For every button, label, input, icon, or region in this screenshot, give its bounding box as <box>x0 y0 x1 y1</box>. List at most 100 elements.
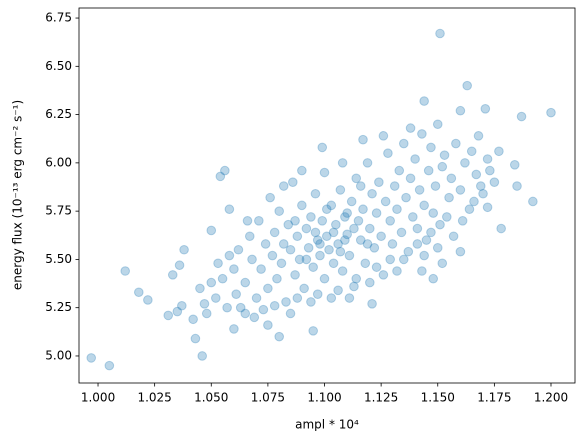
data-point <box>349 281 359 292</box>
data-point <box>317 142 328 153</box>
data-point <box>235 302 246 313</box>
data-point <box>269 227 280 238</box>
data-point <box>324 244 334 255</box>
data-point <box>423 165 434 176</box>
data-point <box>174 260 185 271</box>
data-point <box>482 154 493 164</box>
data-point <box>455 185 466 195</box>
data-point <box>396 227 407 238</box>
data-point <box>378 270 389 280</box>
x-tick-label: 1.075 <box>251 391 285 405</box>
data-point <box>417 129 427 139</box>
data-point <box>308 262 318 272</box>
data-point <box>86 353 97 363</box>
data-point <box>222 302 232 313</box>
data-point <box>464 204 475 215</box>
x-tick-label: 1.150 <box>421 391 455 405</box>
data-point <box>374 177 384 187</box>
data-point <box>351 273 362 284</box>
data-point <box>398 138 409 149</box>
data-point <box>451 138 461 149</box>
data-point <box>455 246 466 257</box>
data-point <box>398 254 409 265</box>
data-point <box>414 185 425 195</box>
data-point <box>333 285 343 296</box>
data-point <box>229 264 239 274</box>
data-point <box>290 270 300 280</box>
data-point <box>254 215 264 226</box>
data-point <box>244 231 255 242</box>
data-point <box>331 219 341 230</box>
data-point <box>326 200 337 211</box>
data-point <box>306 297 316 307</box>
data-point <box>337 266 348 276</box>
data-point <box>367 299 377 309</box>
data-point <box>328 227 339 238</box>
data-point <box>389 181 400 191</box>
data-point <box>167 270 178 280</box>
data-point <box>342 208 352 218</box>
data-point <box>383 148 393 159</box>
data-point <box>163 310 174 321</box>
data-point <box>432 119 443 130</box>
data-point <box>385 215 395 226</box>
data-point <box>430 181 441 191</box>
data-point <box>337 158 348 168</box>
data-point <box>199 299 210 309</box>
data-point <box>292 231 303 242</box>
data-point <box>392 204 402 215</box>
data-point <box>351 173 362 184</box>
data-point <box>489 177 500 187</box>
data-point <box>335 185 346 195</box>
data-point <box>201 308 212 319</box>
data-point <box>172 306 183 317</box>
data-point <box>437 258 448 269</box>
data-point <box>188 314 198 325</box>
data-point <box>251 293 262 303</box>
data-point <box>303 243 314 253</box>
y-tick-label: 5.25 <box>45 300 72 314</box>
axes-frame <box>78 7 576 384</box>
data-point <box>365 223 375 234</box>
data-point <box>321 204 332 215</box>
data-point <box>473 131 484 141</box>
data-point <box>195 283 205 294</box>
data-point <box>358 134 368 145</box>
data-point <box>442 212 452 222</box>
data-point <box>392 266 402 276</box>
data-point <box>385 254 395 265</box>
data-point <box>408 212 418 222</box>
data-point <box>285 308 296 319</box>
data-point <box>240 308 251 319</box>
data-point <box>516 111 527 122</box>
data-point <box>263 283 273 294</box>
data-point <box>394 165 405 176</box>
data-point <box>466 146 477 157</box>
data-point <box>462 80 472 91</box>
data-point <box>231 289 241 299</box>
data-point <box>412 223 423 234</box>
data-point <box>346 196 357 207</box>
data-point <box>285 244 296 255</box>
data-point <box>333 239 343 249</box>
data-point <box>455 105 466 116</box>
data-point <box>437 161 448 172</box>
data-point <box>283 219 294 230</box>
data-point <box>276 258 287 269</box>
data-point <box>206 277 217 288</box>
data-point <box>292 293 303 303</box>
data-point <box>288 177 298 187</box>
data-point <box>306 212 316 222</box>
data-point <box>428 273 439 284</box>
data-point <box>335 246 346 257</box>
data-point <box>290 215 300 226</box>
y-tick-label: 6.25 <box>45 107 72 121</box>
data-point <box>224 204 235 215</box>
data-point <box>340 235 350 245</box>
data-point <box>344 250 355 261</box>
data-point <box>274 331 285 342</box>
data-point <box>403 246 414 257</box>
data-point <box>267 250 278 261</box>
y-tick-label: 6.00 <box>45 155 72 169</box>
data-point <box>319 167 330 178</box>
